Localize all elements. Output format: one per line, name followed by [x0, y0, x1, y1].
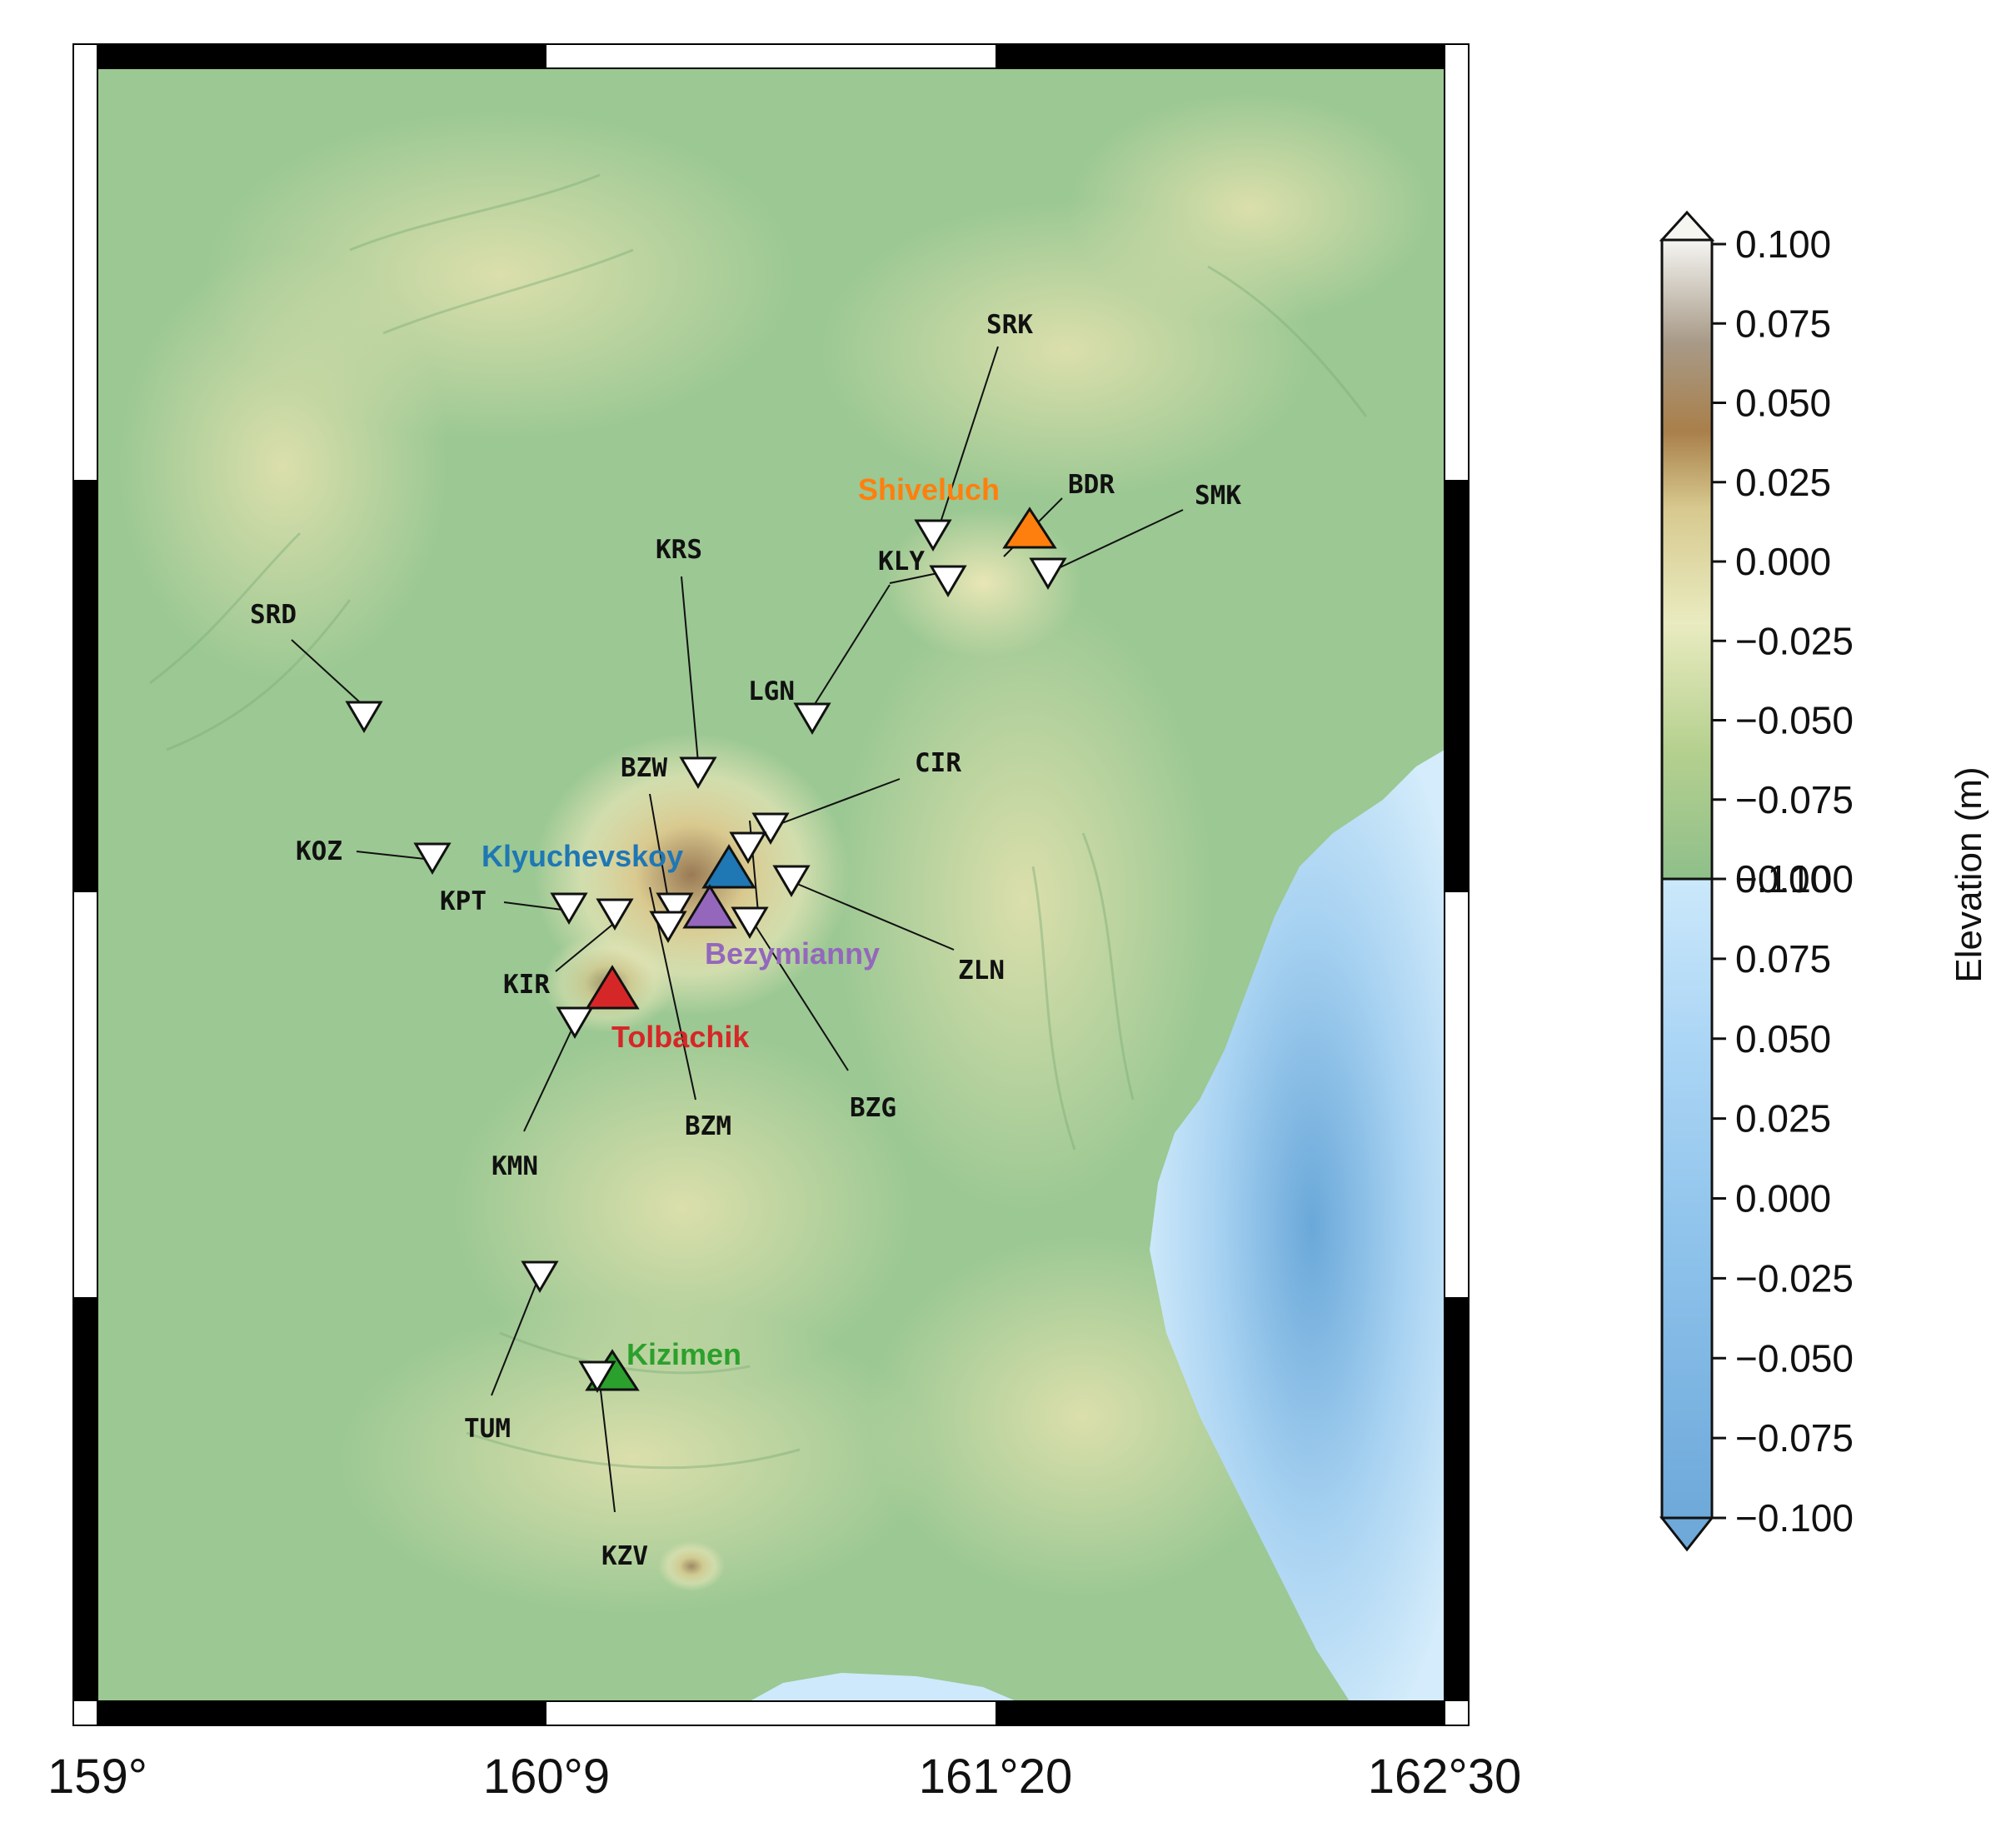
station-label-smk: SMK — [1195, 481, 1241, 511]
colorbar-tick-label: −0.025 — [1735, 1256, 1854, 1300]
station-marker-kmn — [556, 1006, 594, 1039]
colorbar-land-scale — [1662, 240, 1712, 879]
colorbar-sea-scale — [1662, 879, 1712, 1518]
colorbar: 0.100 0.075 0.050 0.025 0.000 −0.025 −0.050 −0.… — [1659, 210, 1989, 1552]
station-label-lgn: LGN — [748, 676, 795, 706]
x-tick-label: 161°20 — [919, 1750, 1072, 1804]
station-label-kzv: KZV — [601, 1541, 648, 1571]
station-label-koz: KOZ — [296, 836, 342, 866]
colorbar-lower-arrow — [1659, 1516, 1715, 1552]
colorbar-tick-label: −0.050 — [1735, 699, 1854, 742]
station-marker-tum — [521, 1260, 559, 1293]
x-tick-label: 162°30 — [1368, 1750, 1521, 1804]
station-label-kmn: KMN — [492, 1151, 538, 1181]
station-label-bzw: BZW — [621, 753, 667, 783]
station-label-cir: CIR — [915, 748, 961, 778]
colorbar-tick-label: 0.100 — [1735, 857, 1831, 901]
station-marker-kpt — [550, 892, 588, 925]
volcano-label-kizimen: Kizimen — [626, 1337, 741, 1371]
colorbar-tick-label: −0.100 — [1735, 1496, 1854, 1540]
station-marker-bzm-a — [656, 892, 694, 925]
station-marker-bzm-b — [649, 911, 687, 943]
station-marker-krs — [679, 756, 717, 789]
stations — [345, 519, 1067, 1293]
station-marker-zln — [772, 865, 811, 897]
colorbar-tick-label: 0.100 — [1735, 222, 1831, 266]
colorbar-tick-label: 0.050 — [1735, 1017, 1831, 1061]
station-label-kpt: KPT — [440, 886, 487, 916]
station-label-srk: SRK — [986, 310, 1033, 340]
colorbar-title: Elevation (m) — [1949, 766, 1989, 982]
colorbar-tick-label: 0.075 — [1735, 302, 1831, 345]
station-marker-kzv — [578, 1360, 616, 1393]
colorbar-tick-label: 0.025 — [1735, 461, 1831, 504]
colorbar-upper-arrow — [1659, 210, 1715, 242]
x-tick-label: 159° — [47, 1750, 147, 1804]
map-frame — [72, 43, 1470, 1726]
station-label-kir: KIR — [503, 970, 550, 1000]
volcano-shiveluch-icon — [1002, 507, 1057, 549]
colorbar-tick-label: 0.000 — [1735, 1177, 1831, 1220]
station-label-bzg: BZG — [850, 1093, 896, 1123]
volcanoes — [585, 507, 1057, 1391]
station-marker-kir — [596, 898, 634, 931]
station-marker-srk — [914, 519, 952, 552]
station-marker-lgn — [793, 702, 831, 735]
station-marker-bzg — [731, 906, 769, 939]
colorbar-tick-label: 0.025 — [1735, 1097, 1831, 1141]
x-tick-label: 160°9 — [483, 1750, 610, 1804]
station-marker-bzw — [729, 831, 767, 864]
colorbar-tick-label: −0.025 — [1735, 619, 1854, 662]
station-marker-koz — [413, 842, 452, 875]
station-label-zln: ZLN — [958, 956, 1005, 986]
station-label-kly: KLY — [878, 547, 925, 577]
colorbar-tick-label: −0.050 — [1735, 1336, 1854, 1380]
station-label-krs: KRS — [656, 535, 702, 565]
station-label-tum: TUM — [464, 1414, 511, 1444]
volcano-label-shiveluch: Shiveluch — [858, 472, 1000, 507]
relief-map — [97, 68, 1445, 1701]
volcano-label-tolbachik: Tolbachik — [611, 1020, 750, 1054]
colorbar-tick-label: −0.100 — [1735, 857, 1854, 901]
volcano-label-bezymianny: Bezymianny — [705, 936, 880, 971]
colorbar-tick-label: 0.050 — [1735, 382, 1831, 425]
station-label-srd: SRD — [250, 600, 297, 630]
colorbar-tick-label: −0.075 — [1735, 778, 1854, 821]
x-axis-ticks: 159° 160°9 161°20 162°30 — [47, 1750, 1521, 1804]
volcano-tolbachik-icon — [585, 965, 640, 1010]
station-marker-kly — [929, 565, 967, 597]
volcano-label-klyuchevskoy: Klyuchevskoy — [482, 839, 683, 873]
station-marker-cir — [751, 812, 790, 845]
colorbar-tick-label: −0.075 — [1735, 1416, 1854, 1460]
colorbar-ticks: 0.100 0.075 0.050 0.025 0.000 −0.025 −0.050 −0.… — [1712, 222, 1854, 1540]
leader-lines — [291, 346, 1184, 1513]
station-labels: SRK BDR SMK KLY KRS SRD LGN BZW CIR KOZ … — [250, 310, 1241, 1571]
volcano-labels: Shiveluch Klyuchevskoy Bezymianny Tolbac… — [482, 472, 1000, 1371]
station-label-bzm: BZM — [685, 1111, 731, 1141]
volcano-klyuchevskoy-icon — [701, 844, 756, 889]
station-label-bdr: BDR — [1068, 470, 1115, 500]
station-marker-srd — [345, 701, 383, 733]
station-marker-smk — [1029, 557, 1067, 590]
colorbar-tick-label: 0.000 — [1735, 540, 1831, 583]
colorbar-tick-label: 0.075 — [1735, 937, 1831, 981]
volcano-bezymianny-icon — [682, 884, 737, 929]
